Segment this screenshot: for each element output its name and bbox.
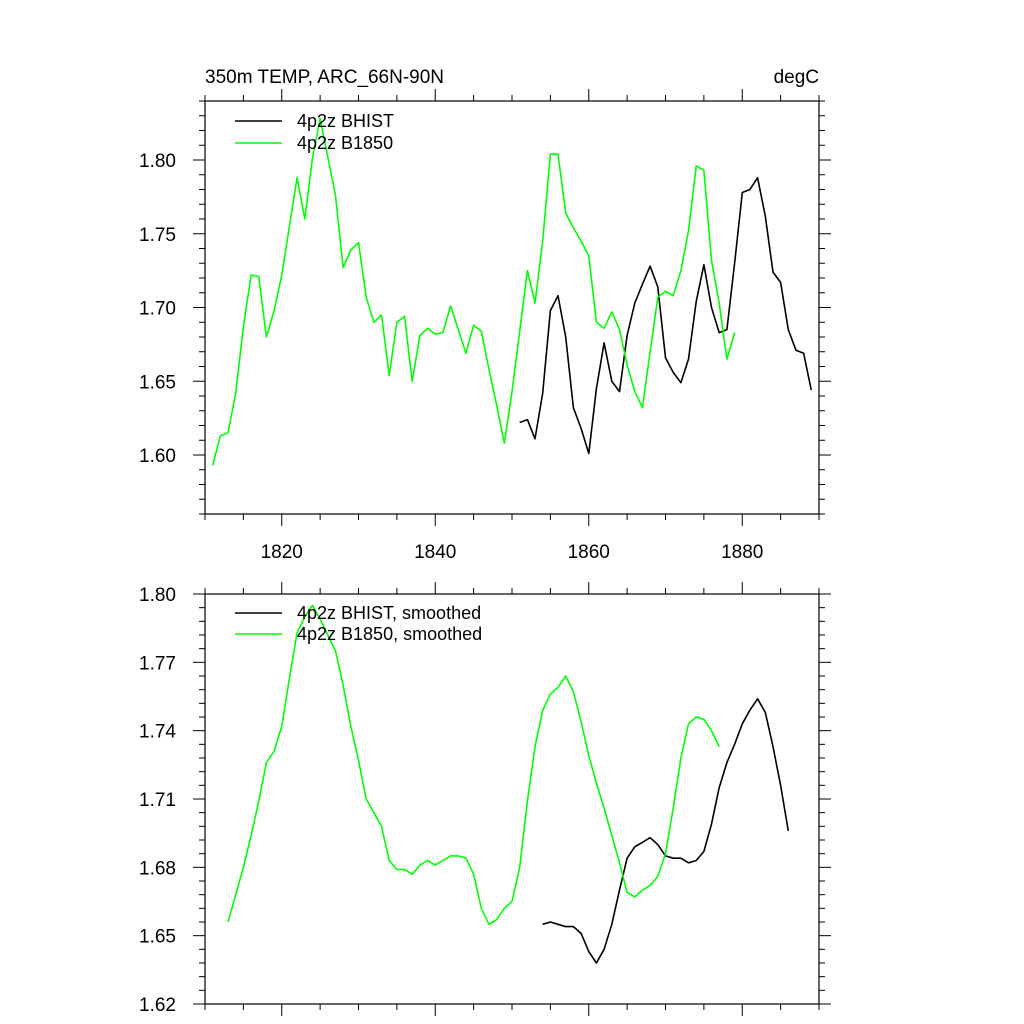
top-legend: 4p2z BHIST 4p2z B1850 <box>235 111 394 153</box>
bottom-ytick-label: 1.62 <box>139 995 176 1016</box>
legend-label-bhist: 4p2z BHIST <box>297 111 394 131</box>
top-ytick-label: 1.60 <box>139 446 176 467</box>
bottom-axis-ticks <box>193 582 831 1016</box>
series-line-4p2z-bhist-smoothed <box>542 697 790 964</box>
top-y-tick-labels: 1.60 1.65 1.70 1.75 1.80 <box>139 151 176 467</box>
bottom-ytick-label: 1.68 <box>139 858 176 879</box>
top-chart-title: 350m TEMP, ARC_66N-90N <box>205 67 444 88</box>
series-line-4p2z-b1850 <box>211 117 736 466</box>
top-ytick-label: 1.70 <box>139 299 176 320</box>
bottom-y-tick-labels: 1.62 1.65 1.68 1.71 1.74 1.77 1.80 <box>139 585 176 1016</box>
bottom-ytick-label: 1.80 <box>139 585 176 606</box>
top-xtick-label: 1840 <box>414 542 456 563</box>
bottom-legend: 4p2z BHIST, smoothed 4p2z B1850, smoothe… <box>235 603 482 644</box>
bottom-ytick-label: 1.71 <box>139 790 176 811</box>
top-ytick-label: 1.80 <box>139 151 176 172</box>
bottom-ytick-label: 1.65 <box>139 927 176 948</box>
legend-label-bhist-smoothed: 4p2z BHIST, smoothed <box>297 603 481 623</box>
legend-label-b1850: 4p2z B1850 <box>297 133 393 153</box>
top-xtick-label: 1880 <box>721 542 763 563</box>
top-x-tick-labels: 1820 1840 1860 1880 <box>261 542 764 563</box>
bottom-panel: 1.62 1.65 1.68 1.71 1.74 1.77 1.80 4p2z BHIST,… <box>139 582 831 1016</box>
top-chart-units: degC <box>774 67 819 88</box>
top-xtick-label: 1860 <box>568 542 610 563</box>
top-axis-ticks <box>193 89 831 526</box>
legend-label-b1850-smoothed: 4p2z B1850, smoothed <box>297 624 482 644</box>
top-series-lines <box>211 117 813 466</box>
bottom-series-lines <box>227 604 790 964</box>
bottom-ytick-label: 1.77 <box>139 653 176 674</box>
series-line-4p2z-bhist <box>519 176 813 455</box>
bottom-plot-frame <box>204 593 820 1005</box>
top-ytick-label: 1.65 <box>139 372 176 393</box>
top-panel: 1820 1840 1860 1880 1.60 1.65 1.70 1.75 1.80 35… <box>139 67 831 563</box>
series-line-4p2z-b1850-smoothed <box>227 604 720 926</box>
top-ytick-label: 1.75 <box>139 225 176 246</box>
top-plot-frame <box>204 100 820 515</box>
top-xtick-label: 1820 <box>261 542 303 563</box>
bottom-ytick-label: 1.74 <box>139 722 176 743</box>
